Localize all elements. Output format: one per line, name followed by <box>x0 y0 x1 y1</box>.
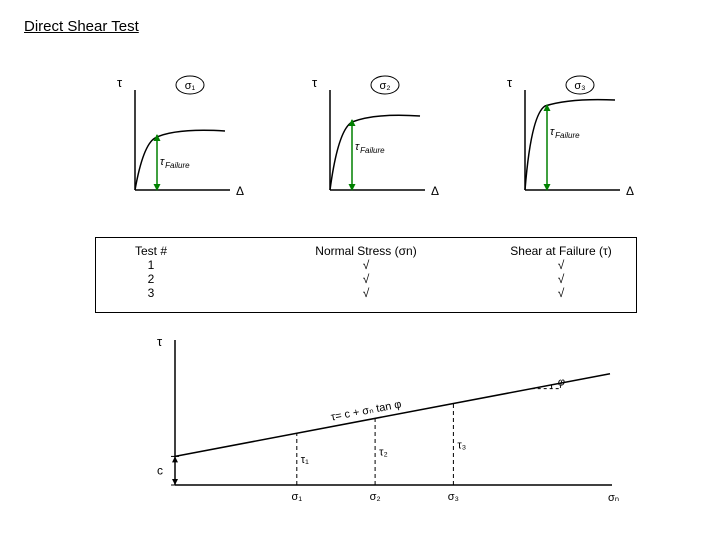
svg-text:τFailure: τFailure <box>550 126 580 140</box>
cell: √ <box>286 272 446 286</box>
cell: 3 <box>111 286 191 300</box>
svg-text:σ₁: σ₁ <box>292 491 303 503</box>
svg-text:τFailure: τFailure <box>160 156 190 170</box>
svg-text:τ: τ <box>117 75 123 90</box>
svg-text:Δ: Δ <box>431 184 439 198</box>
svg-text:τ₂: τ₂ <box>379 447 388 459</box>
col-header-shear: Shear at Failure (τ) <box>486 244 636 258</box>
cell: √ <box>286 286 446 300</box>
stress-curve-1: τ σ₁ τFailure Δ <box>115 75 265 215</box>
svg-text:c: c <box>157 464 163 478</box>
svg-text:σ₂: σ₂ <box>379 80 390 92</box>
svg-text:τ: τ <box>157 334 163 349</box>
svg-text:σ₂: σ₂ <box>370 491 381 503</box>
col-header-normal: Normal Stress (σn) <box>286 244 446 258</box>
svg-text:Δ: Δ <box>626 184 634 198</box>
svg-text:τ: τ <box>507 75 513 90</box>
svg-text:σ₁: σ₁ <box>185 80 196 92</box>
svg-text:τ: τ <box>312 75 318 90</box>
svg-text:φ: φ <box>558 377 565 389</box>
svg-text:Δ: Δ <box>236 184 244 198</box>
svg-text:σ₃: σ₃ <box>574 80 585 92</box>
cell: 2 <box>111 272 191 286</box>
failure-envelope-plot: τ τ= c + σₙ tan φ φ τ₁ σ₁ τ₂ σ₂ τ₃ σ₃ c … <box>140 330 620 510</box>
svg-text:σ₃: σ₃ <box>448 491 459 503</box>
results-table: Test # 1 2 3 Normal Stress (σn) √ √ √ Sh… <box>95 237 637 313</box>
cell: √ <box>486 272 636 286</box>
cell: √ <box>486 258 636 272</box>
svg-text:τ₁: τ₁ <box>301 454 309 466</box>
stress-curve-3: τ σ₃ τFailure Δ <box>505 75 655 215</box>
col-header-test: Test # <box>111 244 191 258</box>
svg-text:τ₃: τ₃ <box>457 439 466 451</box>
cell: √ <box>286 258 446 272</box>
svg-text:τFailure: τFailure <box>355 141 385 155</box>
cell: √ <box>486 286 636 300</box>
stress-curve-2: τ σ₂ τFailure Δ <box>310 75 460 215</box>
cell: 1 <box>111 258 191 272</box>
page-title: Direct Shear Test <box>24 18 139 35</box>
svg-text:σₙ: σₙ <box>608 492 619 504</box>
